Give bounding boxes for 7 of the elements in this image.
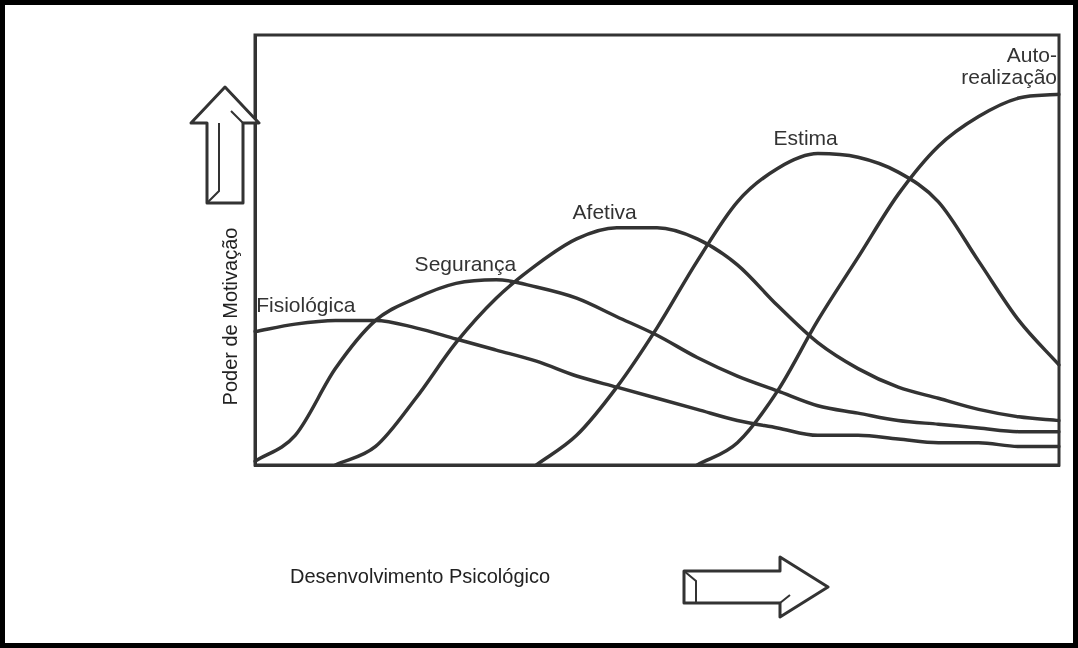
series-label: Estima bbox=[773, 125, 839, 149]
x-axis-title: Desenvolvimento Psicológico bbox=[290, 565, 551, 588]
y-axis-title: Poder de Motivação bbox=[218, 226, 242, 408]
series-label: Fisiológica bbox=[256, 292, 356, 316]
series-label: Afetiva bbox=[572, 200, 638, 224]
series-label: Segurança bbox=[414, 251, 517, 275]
series-label: Auto-realização bbox=[961, 42, 1057, 88]
